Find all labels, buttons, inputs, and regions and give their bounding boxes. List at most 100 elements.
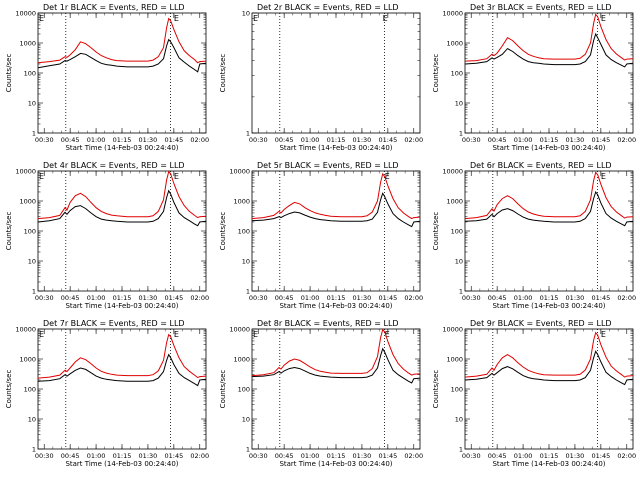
e-marker: E	[601, 14, 606, 23]
plot-frame	[251, 170, 421, 292]
x-tick-label: 01:00	[514, 136, 533, 144]
e-marker: E	[174, 172, 179, 181]
x-tick-label: 00:30	[462, 136, 481, 144]
e-marker: E	[383, 14, 388, 23]
plot-frame	[464, 12, 634, 134]
e-marker: E	[253, 14, 258, 23]
events-series-line	[251, 192, 421, 228]
detector-panel-6: Det 6r BLACK = Events, RED = LLD 1 10 100 10…	[432, 161, 636, 310]
y-tick-label: 10	[28, 416, 36, 424]
events-series-line	[464, 190, 634, 227]
chart-title: Det 8r BLACK = Events, RED = LLD	[257, 319, 399, 328]
x-axis-label: Start Time (14-Feb-03 00:24:40)	[65, 144, 178, 152]
events-series-line	[251, 347, 421, 384]
y-tick-label: 10000	[229, 326, 250, 334]
chart-title: Det 4r BLACK = Events, RED = LLD	[43, 161, 185, 170]
x-tick-label: 01:30	[353, 294, 372, 302]
plot-frame	[251, 328, 421, 450]
plot-frame	[37, 328, 207, 450]
detector-panel-8: Det 8r BLACK = Events, RED = LLD 1 10 100 10…	[219, 319, 423, 468]
x-tick-label: 02:00	[190, 294, 209, 302]
lld-series-line	[37, 333, 207, 379]
y-tick-label: 1	[246, 130, 250, 138]
y-tick-label: 1	[459, 130, 463, 138]
chart-title: Det 7r BLACK = Events, RED = LLD	[43, 319, 185, 328]
x-axis-label: Start Time (14-Feb-03 00:24:40)	[279, 302, 392, 310]
e-marker: E	[601, 172, 606, 181]
x-tick-label: 01:45	[591, 452, 610, 460]
x-tick-label: 02:00	[190, 136, 209, 144]
x-tick-label: 01:30	[139, 136, 158, 144]
e-marker: E	[39, 330, 44, 339]
plot-frame	[464, 170, 634, 292]
y-tick-label: 1000	[233, 356, 250, 364]
x-tick-label: 01:45	[378, 294, 397, 302]
x-axis-label: Start Time (14-Feb-03 00:24:40)	[279, 460, 392, 468]
x-tick-label: 01:30	[139, 452, 158, 460]
x-tick-label: 01:45	[164, 452, 183, 460]
x-tick-label: 00:45	[488, 136, 507, 144]
x-tick-label: 00:45	[61, 294, 80, 302]
x-tick-label: 01:45	[591, 294, 610, 302]
chart-title: Det 9r BLACK = Events, RED = LLD	[470, 319, 612, 328]
x-tick-label: 00:45	[61, 452, 80, 460]
plot-frame	[37, 12, 207, 134]
x-tick-label: 01:30	[566, 452, 585, 460]
plot-frame	[37, 170, 207, 292]
x-tick-label: 00:45	[61, 136, 80, 144]
x-tick-label: 00:45	[275, 136, 294, 144]
y-tick-label: 10	[28, 100, 36, 108]
y-tick-label: 10000	[15, 10, 36, 18]
y-tick-label: 100	[451, 228, 463, 236]
y-tick-label: 1000	[446, 356, 463, 364]
chart-title: Det 5r BLACK = Events, RED = LLD	[257, 161, 399, 170]
e-marker: E	[39, 172, 44, 181]
x-tick-label: 01:45	[378, 452, 397, 460]
x-tick-label: 01:00	[87, 136, 106, 144]
y-tick-label: 10000	[15, 168, 36, 176]
y-tick-label: 1000	[446, 40, 463, 48]
detector-panel-2: Det 2r BLACK = Events, RED = LLD 1 10 00:30…	[219, 3, 423, 152]
plot-frame	[464, 328, 634, 450]
x-tick-label: 00:30	[462, 452, 481, 460]
y-tick-label: 1	[459, 446, 463, 454]
x-tick-label: 01:45	[378, 136, 397, 144]
e-marker: E	[385, 330, 390, 339]
e-marker: E	[601, 330, 606, 339]
y-tick-label: 10000	[229, 168, 250, 176]
detector-panel-1: Det 1r BLACK = Events, RED = LLD 1 10 100 10…	[5, 3, 209, 152]
x-tick-label: 01:00	[301, 294, 320, 302]
e-marker: E	[174, 14, 179, 23]
chart-title: Det 1r BLACK = Events, RED = LLD	[43, 3, 185, 12]
x-tick-label: 02:00	[404, 294, 423, 302]
y-tick-label: 10000	[442, 326, 463, 334]
x-tick-label: 00:30	[249, 452, 268, 460]
x-tick-label: 02:00	[617, 136, 636, 144]
x-tick-label: 01:15	[540, 452, 559, 460]
x-tick-label: 01:30	[353, 136, 372, 144]
y-tick-label: 100	[238, 386, 250, 394]
x-tick-label: 02:00	[190, 452, 209, 460]
x-tick-label: 00:45	[488, 294, 507, 302]
x-tick-label: 01:15	[327, 294, 346, 302]
detector-panel-5: Det 5r BLACK = Events, RED = LLD 1 10 100 10…	[219, 161, 423, 310]
detector-panel-7: Det 7r BLACK = Events, RED = LLD 1 10 100 10…	[5, 319, 209, 468]
x-tick-label: 01:30	[353, 452, 372, 460]
y-tick-label: 10000	[442, 168, 463, 176]
x-tick-label: 00:30	[462, 294, 481, 302]
x-tick-label: 01:00	[514, 294, 533, 302]
plot-frame	[251, 12, 421, 134]
y-tick-label: 100	[451, 386, 463, 394]
y-tick-label: 1	[32, 130, 36, 138]
x-tick-label: 01:45	[591, 136, 610, 144]
y-tick-label: 100	[238, 228, 250, 236]
chart-title: Det 3r BLACK = Events, RED = LLD	[470, 3, 612, 12]
lld-series-line	[464, 171, 634, 220]
y-axis-label: Counts/sec	[5, 212, 13, 251]
y-axis-label: Counts/sec	[219, 212, 227, 251]
x-tick-label: 02:00	[617, 294, 636, 302]
x-tick-label: 01:00	[301, 136, 320, 144]
x-axis-label: Start Time (14-Feb-03 00:24:40)	[492, 460, 605, 468]
x-tick-label: 01:30	[139, 294, 158, 302]
